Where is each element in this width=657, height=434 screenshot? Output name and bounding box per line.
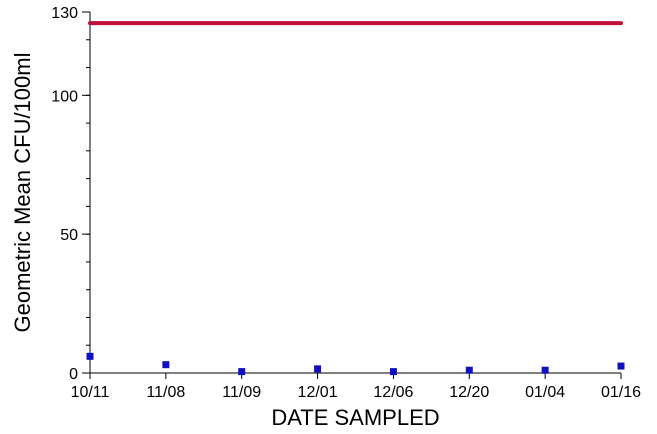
data-point [465, 366, 473, 374]
x-axis-ticks: 10/11 11/08 11/09 12/01 12/06 12/20 01/04 01/16 [71, 373, 641, 401]
data-point [162, 361, 170, 369]
x-tick-label: 12/01 [298, 384, 338, 401]
y-tick-label: 130 [51, 5, 78, 22]
x-tick-label: 01/16 [601, 384, 641, 401]
x-tick-label: 12/20 [449, 384, 489, 401]
data-point [389, 368, 397, 376]
y-tick-label: 50 [60, 227, 78, 244]
data-point [541, 366, 549, 374]
y-tick-label: 100 [51, 88, 78, 105]
data-point [86, 352, 94, 360]
y-tick-label: 0 [69, 366, 78, 383]
data-point [314, 365, 322, 373]
x-tick-label: 11/09 [222, 384, 261, 401]
x-tick-label: 11/08 [146, 384, 185, 401]
x-axis-title: DATE SAMPLED [271, 405, 439, 430]
y-axis-title: Geometric Mean CFU/100ml [10, 53, 35, 333]
data-points [86, 352, 625, 376]
data-point [617, 362, 625, 370]
plot-area: 0 50 100 130 10/11 11/08 11/09 12/01 12/06 12/20… [51, 5, 641, 401]
x-tick-label: 01/04 [525, 384, 565, 401]
y-axis-ticks: 0 50 100 130 [51, 5, 90, 383]
x-tick-label: 10/11 [71, 384, 110, 401]
data-point [238, 368, 246, 376]
x-tick-label: 12/06 [373, 384, 413, 401]
